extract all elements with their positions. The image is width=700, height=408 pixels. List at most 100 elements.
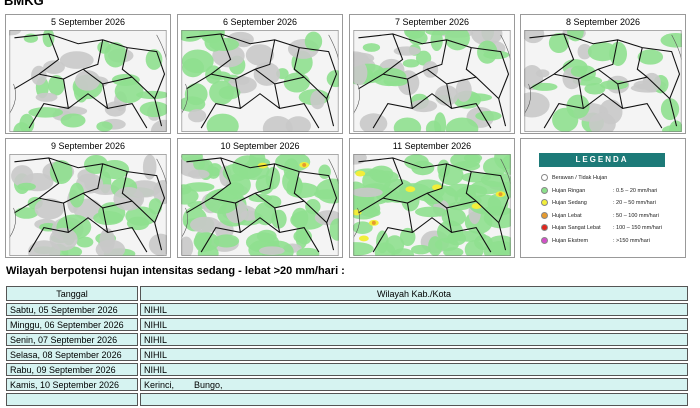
- rain-area: [455, 78, 472, 102]
- date-cell: Kamis, 10 September 2026: [6, 378, 138, 391]
- rain-area: [577, 43, 592, 60]
- rain-area: [248, 193, 273, 203]
- rain-area: [609, 41, 628, 66]
- legend: LEGENDA Berawan / Tidak Hujan Hujan Ringa…: [520, 138, 686, 258]
- rain-area: [353, 187, 383, 198]
- frame: [9, 154, 167, 256]
- rain-area: [450, 154, 481, 169]
- rain-area: [43, 60, 65, 75]
- rain-area: [253, 62, 281, 86]
- map-date: 5 September 2026: [50, 17, 126, 27]
- rain-area: [222, 163, 249, 182]
- rain-area: [245, 44, 275, 66]
- rain-heavy: [471, 203, 482, 210]
- boundary: [358, 33, 510, 129]
- rain-area: [376, 230, 389, 254]
- rain-area: [28, 107, 64, 118]
- rain-area: [660, 98, 680, 121]
- rain-area: [262, 116, 293, 132]
- rain-area: [402, 59, 420, 68]
- rain-area: [468, 194, 502, 215]
- legend-swatch: [541, 211, 548, 219]
- rain-area: [49, 160, 73, 184]
- rain-area: [359, 113, 388, 132]
- rain-area: [477, 40, 498, 64]
- rain-area: [524, 30, 545, 44]
- rain-area: [35, 92, 58, 102]
- rain-area: [282, 170, 299, 193]
- frame: [9, 30, 167, 132]
- rain-area: [60, 113, 86, 128]
- legend-range: : 0.5 – 20 mm/hari: [613, 187, 658, 194]
- legend-range: : 20 – 50 mm/hari: [613, 200, 656, 206]
- rain-area: [74, 70, 101, 91]
- rain-heavy: [355, 170, 366, 177]
- rain-area: [385, 235, 405, 255]
- map-date: 10 September 2026: [220, 141, 300, 151]
- legend-range: : 100 – 150 mm/hari: [613, 225, 662, 231]
- map-date: 11 September 2026: [392, 141, 472, 151]
- rain-area: [17, 182, 36, 191]
- legend-item: Hujan Ekstrem: >150 mm/hari: [541, 236, 681, 245]
- rain-area: [362, 43, 381, 52]
- legend-swatch: [541, 236, 548, 244]
- rain-area: [329, 218, 339, 241]
- legend-label: Hujan Sangat Lebat: [552, 225, 601, 231]
- rain-area: [207, 166, 220, 179]
- forecast-table: Tanggal Wilayah Kab./Kota Sabtu, 05 Sept…: [4, 284, 690, 408]
- region-cell: NIHIL: [140, 333, 688, 346]
- rain-area: [54, 106, 88, 116]
- rain-area: [9, 30, 21, 36]
- rain-area: [425, 120, 442, 132]
- date-cell: Senin, 07 September 2026: [6, 333, 138, 346]
- heading: Wilayah berpotensi hujan intensitas seda…: [6, 265, 345, 277]
- rain-area: [548, 32, 569, 54]
- map-panel: 6 September 2026: [177, 14, 343, 134]
- rain-area: [410, 99, 438, 113]
- rain-very-heavy: [498, 192, 503, 197]
- rain-area: [187, 169, 210, 179]
- rain-area: [188, 109, 207, 123]
- rain-area: [438, 165, 464, 186]
- rain-area: [567, 30, 584, 42]
- rain-area: [410, 244, 431, 255]
- frame: [181, 154, 339, 256]
- rain-area: [182, 58, 204, 78]
- region-cell: NIHIL: [140, 348, 688, 361]
- rain-area: [393, 117, 422, 132]
- rain-area: [218, 85, 241, 100]
- rain-area: [430, 30, 443, 52]
- region-cell: Kerinci, Bungo,: [140, 378, 688, 391]
- rain-area: [434, 85, 459, 106]
- rain-area: [34, 198, 65, 220]
- map-panel: 10 September 2026: [177, 138, 343, 258]
- rain-area: [353, 242, 374, 256]
- rain-area: [197, 244, 219, 256]
- rain-area: [475, 111, 502, 121]
- rain-heavy: [405, 186, 416, 193]
- rain-area: [285, 116, 311, 132]
- map-date: 9 September 2026: [50, 141, 126, 151]
- table-row: Kamis, 10 September 2026 Kerinci, Bungo,: [6, 378, 688, 391]
- date-cell: Rabu, 09 September 2026: [6, 363, 138, 376]
- boundary: [529, 33, 681, 129]
- rain-area: [256, 229, 277, 243]
- legend-swatch: [541, 186, 548, 194]
- legend-item: Hujan Sedang: 20 – 50 mm/hari: [541, 199, 681, 207]
- legend-range: : 50 – 100 mm/hari: [613, 212, 659, 219]
- rain-area: [584, 83, 606, 95]
- rain-area: [95, 239, 126, 256]
- region-cell: NIHIL: [140, 363, 688, 376]
- rain-area: [531, 82, 558, 91]
- rain-area: [535, 69, 550, 78]
- boundary: [14, 157, 166, 253]
- rain-area: [48, 74, 65, 96]
- frame: [524, 30, 682, 132]
- map-date: 6 September 2026: [222, 17, 298, 27]
- table-row: Sabtu, 05 September 2026 NIHIL: [6, 303, 688, 316]
- rain-area: [353, 154, 367, 165]
- date-cell: Minggu, 06 September 2026: [6, 318, 138, 331]
- rain-area: [275, 154, 311, 172]
- rain-area: [310, 90, 325, 110]
- rain-area: [19, 113, 35, 132]
